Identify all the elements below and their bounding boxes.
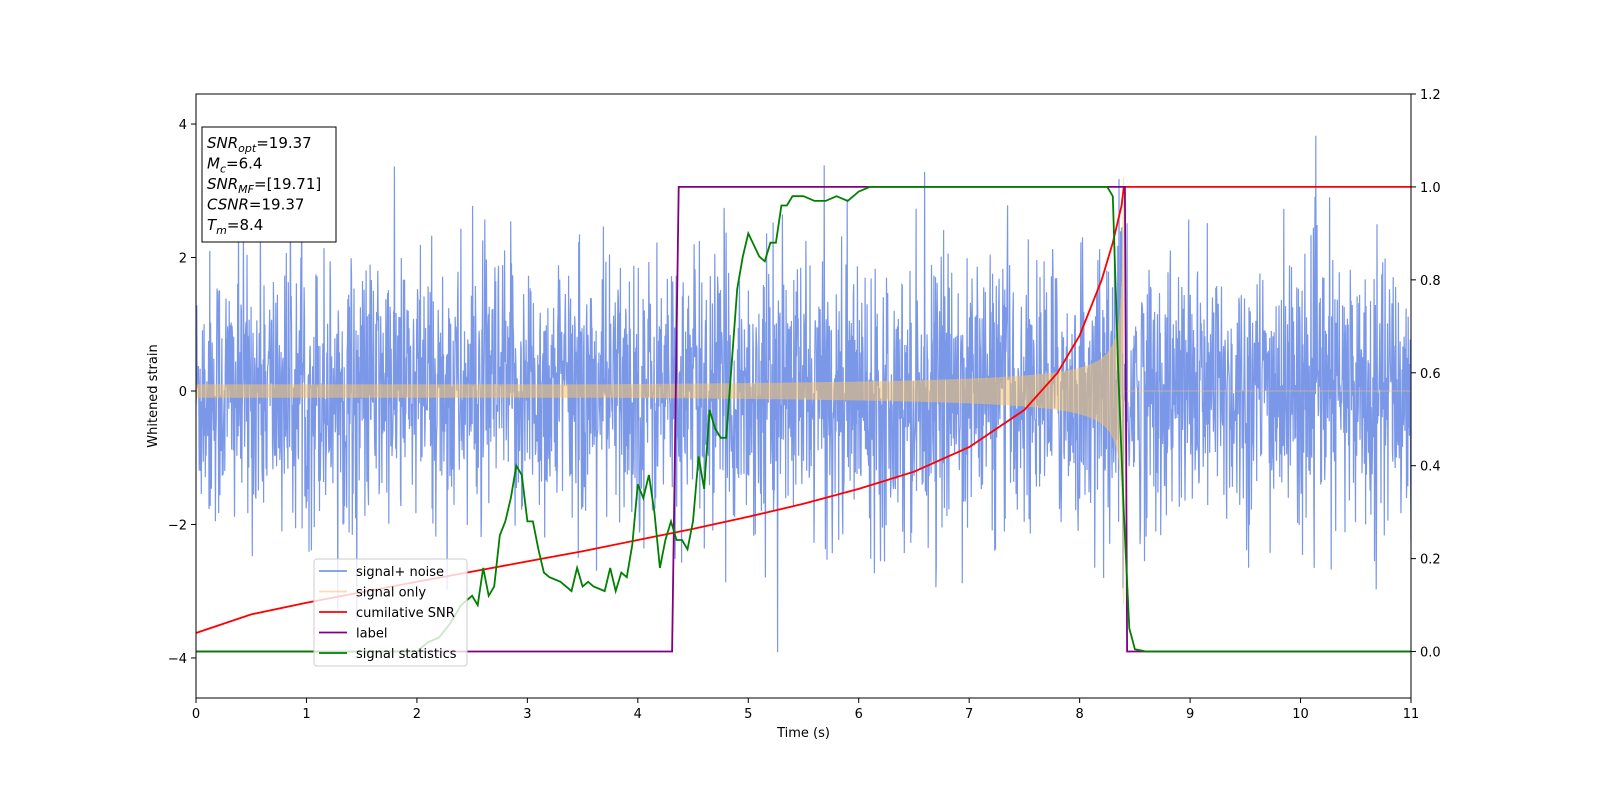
legend: signal+ noise signal only cumilative SNR la… [313,558,468,667]
series-signal-only [196,177,1411,605]
legend-frame [313,558,468,667]
x-tick-label: 0 [192,707,200,722]
y-tick-label: 2 [179,252,187,267]
y2-tick-label: 0.4 [1420,460,1441,475]
x-tick-label: 4 [634,707,642,722]
legend-entry: signal+ noise [356,565,444,580]
legend-entry: label [356,627,387,642]
annotation-frame [201,126,337,243]
y2-tick-label: 0.0 [1420,646,1441,661]
x-tick-label: 6 [855,707,863,722]
x-tick-label: 9 [1186,707,1194,722]
legend-entry: signal statistics [356,647,457,662]
y2-tick-label: 1.2 [1420,88,1441,103]
series-signal-statistics [196,186,1411,653]
y-tick-label: 4 [179,118,187,133]
plot-frame [195,93,1412,699]
annotation-line: Mc=6.4 [207,155,262,176]
axes: 0 1 2 3 4 5 6 7 8 9 10 11 −4 −2 0 2 4 0.0 0.2 0.4 0.6 0.8 1.0 1… [168,88,1441,722]
y2-tick-label: 0.8 [1420,274,1441,289]
legend-entry: signal only [356,586,426,601]
x-tick-label: 7 [965,707,973,722]
annotation-line: CSNR=19.37 [207,196,304,214]
annotation-line: SNRopt=19.37 [207,134,312,155]
annotation-line: Tm=8.4 [207,216,263,237]
x-tick-label: 5 [744,707,752,722]
annotation-line: SNRMF=[19.71] [207,175,321,196]
x-tick-label: 8 [1075,707,1083,722]
x-tick-label: 3 [523,707,531,722]
legend-entry: cumilative SNR [356,606,455,621]
x-axis-label: Time (s) [776,726,830,741]
annotation-box: SNRopt=19.37Mc=6.4SNRMF=[19.71]CSNR=19.3… [201,126,337,243]
y-tick-label: 0 [179,385,187,400]
y2-tick-label: 1.0 [1420,181,1441,196]
y-axis-label: Whitened strain [146,344,161,447]
x-tick-label: 10 [1292,707,1309,722]
y2-tick-label: 0.6 [1420,367,1441,382]
y-tick-label: −2 [168,518,187,533]
x-tick-label: 1 [302,707,310,722]
x-tick-label: 2 [413,707,421,722]
x-tick-label: 11 [1403,707,1420,722]
y-tick-label: −4 [168,652,187,667]
y2-tick-label: 0.2 [1420,553,1441,568]
